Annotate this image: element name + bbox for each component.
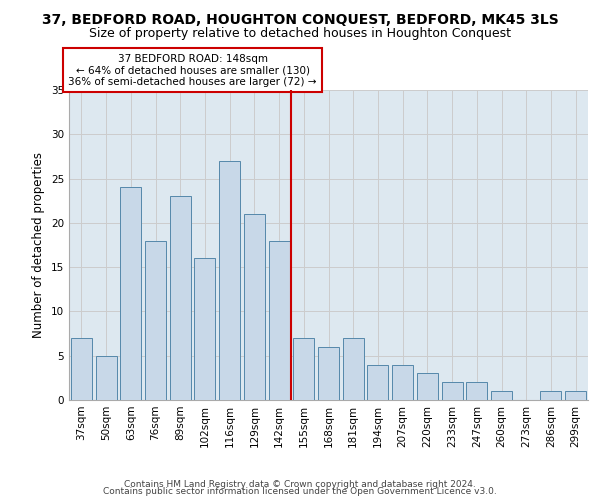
- Text: 37 BEDFORD ROAD: 148sqm
← 64% of detached houses are smaller (130)
36% of semi-d: 37 BEDFORD ROAD: 148sqm ← 64% of detache…: [68, 54, 317, 87]
- Bar: [318, 347, 339, 400]
- Bar: [95, 356, 116, 400]
- Bar: [170, 196, 191, 400]
- Bar: [367, 364, 388, 400]
- Bar: [392, 364, 413, 400]
- Bar: [565, 391, 586, 400]
- Bar: [269, 240, 290, 400]
- Text: Contains HM Land Registry data © Crown copyright and database right 2024.: Contains HM Land Registry data © Crown c…: [124, 480, 476, 489]
- Y-axis label: Number of detached properties: Number of detached properties: [32, 152, 46, 338]
- Bar: [71, 338, 92, 400]
- Bar: [145, 240, 166, 400]
- Bar: [120, 188, 141, 400]
- Bar: [466, 382, 487, 400]
- Bar: [417, 374, 438, 400]
- Bar: [442, 382, 463, 400]
- Bar: [244, 214, 265, 400]
- Text: Size of property relative to detached houses in Houghton Conquest: Size of property relative to detached ho…: [89, 28, 511, 40]
- Bar: [343, 338, 364, 400]
- Bar: [491, 391, 512, 400]
- Bar: [194, 258, 215, 400]
- Text: Contains public sector information licensed under the Open Government Licence v3: Contains public sector information licen…: [103, 488, 497, 496]
- Bar: [293, 338, 314, 400]
- Bar: [219, 161, 240, 400]
- Bar: [541, 391, 562, 400]
- Text: 37, BEDFORD ROAD, HOUGHTON CONQUEST, BEDFORD, MK45 3LS: 37, BEDFORD ROAD, HOUGHTON CONQUEST, BED…: [41, 12, 559, 26]
